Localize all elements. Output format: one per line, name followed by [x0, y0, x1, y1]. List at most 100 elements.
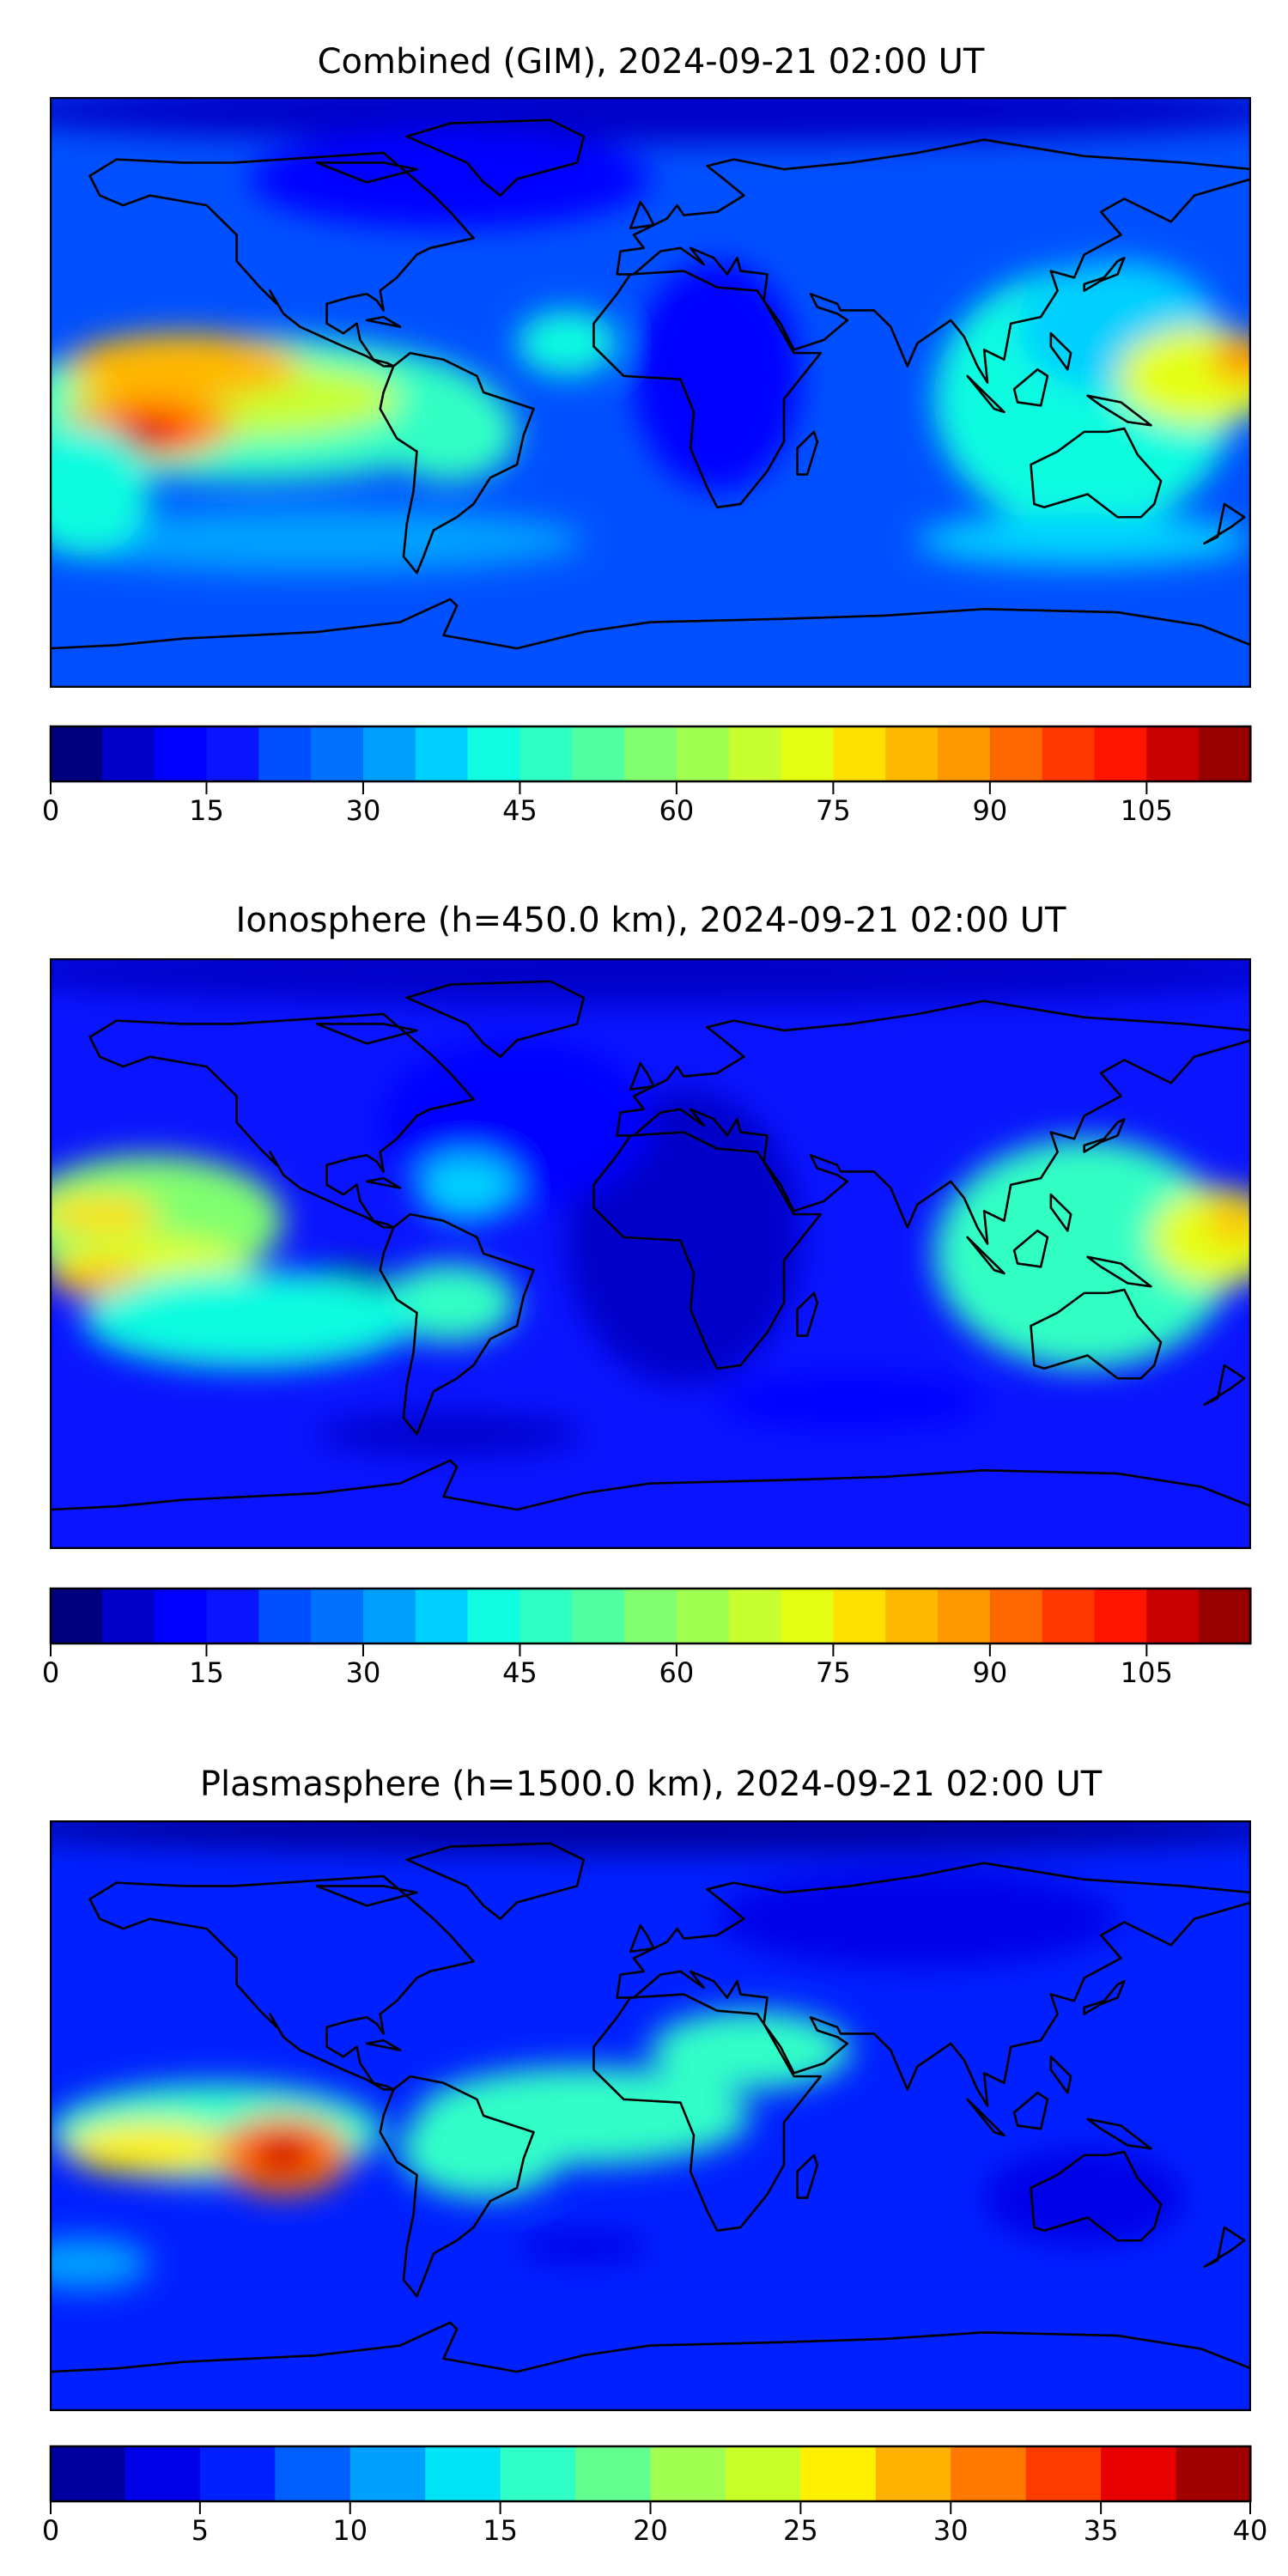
field-contour — [123, 428, 164, 448]
field-contour — [50, 507, 584, 574]
coastline — [616, 1862, 1251, 2107]
coastline — [1049, 331, 1072, 371]
coastline — [315, 161, 418, 184]
colorbar-bin — [781, 726, 834, 782]
colorbar-bin — [311, 1588, 364, 1644]
panel-title-ionosphere: Ionosphere (h=450.0 km), 2024-09-21 02:0… — [235, 901, 1066, 940]
colorbar-tick-label: 40 — [1233, 2514, 1268, 2547]
colorbar-bin — [1176, 2445, 1252, 2502]
colorbar-bin — [676, 1588, 730, 1644]
coastline — [379, 2075, 535, 2298]
colorbar-bin — [467, 726, 521, 782]
colorbar-bin — [572, 1588, 625, 1644]
coastline — [592, 270, 822, 509]
colorbar-frame — [49, 725, 1252, 783]
colorbar-bin — [1042, 726, 1096, 782]
colorbar-bin — [467, 1588, 521, 1644]
field-contour — [634, 261, 801, 491]
field-contour — [66, 333, 301, 399]
colorbar-tick-label: 90 — [973, 1656, 1008, 1689]
field-contour — [1207, 1200, 1251, 1241]
coastline — [966, 2098, 1005, 2137]
colorbar-bin — [154, 726, 208, 782]
field-contour — [50, 2237, 150, 2290]
colorbar-bin — [125, 2445, 201, 2502]
tec-field — [50, 1820, 1251, 2411]
coastline — [966, 374, 1005, 414]
colorbar-bin — [101, 726, 155, 782]
colorbar-bin — [1025, 2445, 1102, 2502]
coastline — [796, 2154, 819, 2199]
coastline — [315, 1885, 418, 1907]
colorbar-tick-label: 0 — [42, 1656, 59, 1689]
coastline — [616, 138, 1251, 384]
field-contour — [1211, 337, 1251, 383]
tec-field — [50, 97, 1251, 688]
coastline — [1012, 368, 1049, 407]
colorbar-bin — [101, 1588, 155, 1644]
colorbar-bin — [50, 726, 103, 782]
colorbar-bin — [728, 726, 782, 782]
colorbar-bin — [885, 1588, 939, 1644]
colorbar-bin — [624, 1588, 677, 1644]
colorbar-bin — [415, 1588, 469, 1644]
coastline — [592, 1131, 822, 1370]
map-frame — [50, 1820, 1251, 2411]
field-contour — [50, 1820, 1251, 1854]
colorbar-bin — [989, 1588, 1043, 1644]
colorbar-bin — [258, 726, 312, 782]
map-frame — [50, 958, 1251, 1549]
field-contour — [917, 513, 1251, 567]
colorbar-bin — [833, 1588, 886, 1644]
colorbar-tick-label: 105 — [1121, 1656, 1173, 1689]
field-contour — [717, 1869, 1118, 1968]
colorbar-frame — [49, 1587, 1252, 1645]
field-contour — [517, 310, 617, 376]
colorbar-bin — [500, 2445, 576, 2502]
colorbar-bin — [415, 726, 469, 782]
coastline — [796, 1291, 819, 1337]
colorbar-bin — [575, 2445, 652, 2502]
colorbar-frame — [49, 2445, 1252, 2503]
coastline — [966, 1236, 1005, 1275]
colorbar-bin — [989, 726, 1043, 782]
coastlines — [50, 118, 1251, 650]
coastlines — [50, 1842, 1251, 2373]
colorbar-tick-label: 45 — [502, 1656, 538, 1689]
coastline — [315, 1023, 418, 1045]
colorbar-tick-label: 0 — [42, 794, 59, 827]
colorbar-bin — [800, 2445, 877, 2502]
coastline-antarctica — [50, 2321, 1251, 2373]
colorbar-bin — [1042, 1588, 1096, 1644]
colorbar-tick-label: 5 — [191, 2514, 209, 2547]
coastline — [1086, 2117, 1152, 2150]
coastline — [405, 1842, 586, 1920]
colorbar-tick-label: 25 — [783, 2514, 818, 2547]
colorbar-bin — [875, 2445, 951, 2502]
colorbar-bin — [206, 1588, 259, 1644]
coastline — [1049, 2055, 1072, 2094]
colorbar-tick-label: 105 — [1121, 794, 1173, 827]
colorbar-bin — [728, 1588, 782, 1644]
colorbar-bin — [362, 726, 416, 782]
colorbar-tick-label: 90 — [973, 794, 1008, 827]
coastline — [1086, 394, 1152, 427]
colorbar-tick-label: 15 — [189, 1656, 224, 1689]
coastline — [1086, 1255, 1152, 1288]
coastline — [1203, 2226, 1246, 2269]
coastline — [592, 1993, 822, 2233]
colorbar-bin — [50, 2445, 126, 2502]
coastline — [1203, 502, 1246, 545]
colorbar-bin — [951, 2445, 1027, 2502]
coastline — [1203, 1364, 1246, 1406]
coastline — [629, 1924, 655, 1953]
colorbar-bin — [275, 2445, 351, 2502]
colorbar-tick-label: 75 — [816, 794, 851, 827]
colorbar-bin — [311, 726, 364, 782]
map-combined — [50, 97, 1251, 688]
field-contour — [82, 1270, 417, 1369]
coastline — [1012, 2091, 1049, 2130]
colorbar-bin — [938, 726, 991, 782]
map-frame — [50, 97, 1251, 688]
coastline — [1012, 1229, 1049, 1268]
